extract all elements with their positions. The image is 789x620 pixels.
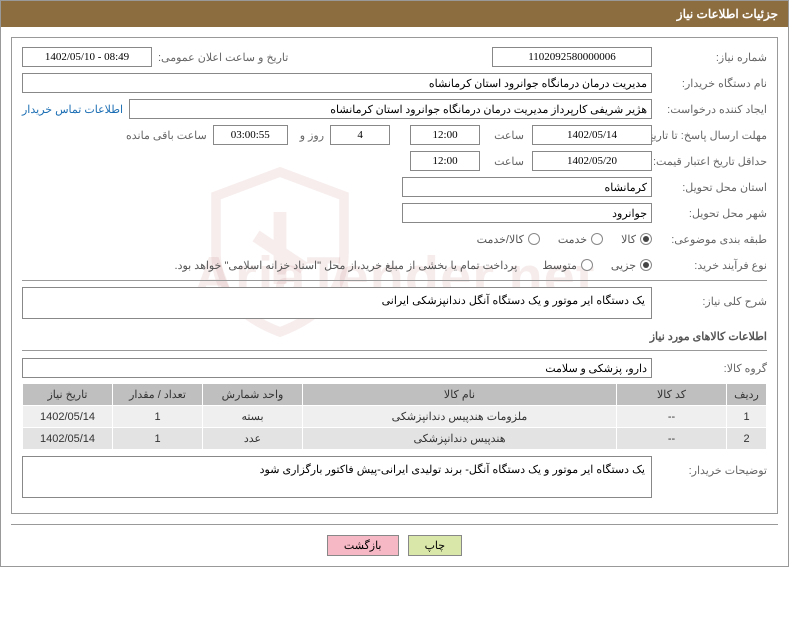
- th-qty: تعداد / مقدار: [113, 384, 203, 406]
- th-code: کد کالا: [617, 384, 727, 406]
- deadline-label: مهلت ارسال پاسخ: تا تاریخ:: [652, 129, 767, 142]
- validity-date-input[interactable]: [532, 151, 652, 171]
- goods-table: ردیف کد کالا نام کالا واحد شمارش تعداد /…: [22, 383, 767, 450]
- th-date: تاریخ نیاز: [23, 384, 113, 406]
- radio-both[interactable]: کالا/خدمت: [477, 233, 540, 246]
- cell-date: 1402/05/14: [23, 428, 113, 450]
- th-name: نام کالا: [303, 384, 617, 406]
- cell-qty: 1: [113, 428, 203, 450]
- requester-input[interactable]: [129, 99, 652, 119]
- deadline-date-input[interactable]: [532, 125, 652, 145]
- buyer-org-input[interactable]: [22, 73, 652, 93]
- purchase-note: پرداخت تمام یا بخشی از مبلغ خرید،از محل …: [175, 259, 518, 272]
- main-panel: AriaTender.net شماره نیاز: تاریخ و ساعت …: [11, 37, 778, 514]
- buyer-org-label: نام دستگاه خریدار:: [652, 77, 767, 90]
- buyer-notes-label: توضیحات خریدار:: [652, 456, 767, 477]
- table-row: 2--هندپیس دندانپزشکیعدد11402/05/14: [23, 428, 767, 450]
- outer-container: جزئیات اطلاعات نیاز AriaTender.net شماره…: [0, 0, 789, 567]
- countdown-input[interactable]: [213, 125, 288, 145]
- need-no-label: شماره نیاز:: [652, 51, 767, 64]
- city-label: شهر محل تحویل:: [652, 207, 767, 220]
- group-label: گروه کالا:: [652, 362, 767, 375]
- th-unit: واحد شمارش: [203, 384, 303, 406]
- validity-time-input[interactable]: [410, 151, 480, 171]
- back-button[interactable]: بازگشت: [327, 535, 399, 556]
- print-button[interactable]: چاپ: [408, 535, 463, 556]
- cell-code: --: [617, 406, 727, 428]
- city-input[interactable]: [402, 203, 652, 223]
- purchase-type-radios: جزیی متوسط: [542, 259, 652, 272]
- announce-input[interactable]: [22, 47, 152, 67]
- category-radios: کالا خدمت کالا/خدمت: [477, 233, 652, 246]
- buyer-contact-link[interactable]: اطلاعات تماس خریدار: [22, 103, 123, 116]
- cell-date: 1402/05/14: [23, 406, 113, 428]
- buyer-notes-box: یک دستگاه ایر موتور و یک دستگاه آنگل- بر…: [22, 456, 652, 498]
- cell-unit: عدد: [203, 428, 303, 450]
- table-row: 1--ملزومات هندپیس دندانپزشکیبسته11402/05…: [23, 406, 767, 428]
- goods-section-title: اطلاعات کالاهای مورد نیاز: [22, 327, 767, 346]
- purchase-type-label: نوع فرآیند خرید:: [652, 259, 767, 272]
- radio-service[interactable]: خدمت: [558, 233, 603, 246]
- cell-unit: بسته: [203, 406, 303, 428]
- need-desc-box: یک دستگاه ایر موتور و یک دستگاه آنگل دند…: [22, 287, 652, 319]
- radio-medium[interactable]: متوسط: [542, 259, 593, 272]
- deadline-time-label: ساعت: [488, 129, 524, 142]
- cell-code: --: [617, 428, 727, 450]
- radio-minor[interactable]: جزیی: [611, 259, 652, 272]
- need-desc-label: شرح کلی نیاز:: [652, 287, 767, 308]
- category-label: طبقه بندی موضوعی:: [652, 233, 767, 246]
- days-label: روز و: [294, 129, 324, 142]
- remain-label: ساعت باقی مانده: [120, 129, 207, 142]
- cell-name: ملزومات هندپیس دندانپزشکی: [303, 406, 617, 428]
- radio-goods[interactable]: کالا: [621, 233, 652, 246]
- validity-time-label: ساعت: [488, 155, 524, 168]
- cell-idx: 1: [727, 406, 767, 428]
- th-row: ردیف: [727, 384, 767, 406]
- group-input[interactable]: [22, 358, 652, 378]
- requester-label: ایجاد کننده درخواست:: [652, 103, 767, 116]
- cell-qty: 1: [113, 406, 203, 428]
- province-label: استان محل تحویل:: [652, 181, 767, 194]
- cell-name: هندپیس دندانپزشکی: [303, 428, 617, 450]
- province-input[interactable]: [402, 177, 652, 197]
- need-no-input[interactable]: [492, 47, 652, 67]
- deadline-time-input[interactable]: [410, 125, 480, 145]
- validity-label: حداقل تاریخ اعتبار قیمت: تا تاریخ:: [652, 155, 767, 168]
- cell-idx: 2: [727, 428, 767, 450]
- button-row: چاپ بازگشت: [11, 524, 778, 566]
- panel-header: جزئیات اطلاعات نیاز: [1, 1, 788, 27]
- days-input[interactable]: [330, 125, 390, 145]
- announce-label: تاریخ و ساعت اعلان عمومی:: [152, 51, 288, 64]
- form-area: شماره نیاز: تاریخ و ساعت اعلان عمومی: نا…: [12, 38, 777, 503]
